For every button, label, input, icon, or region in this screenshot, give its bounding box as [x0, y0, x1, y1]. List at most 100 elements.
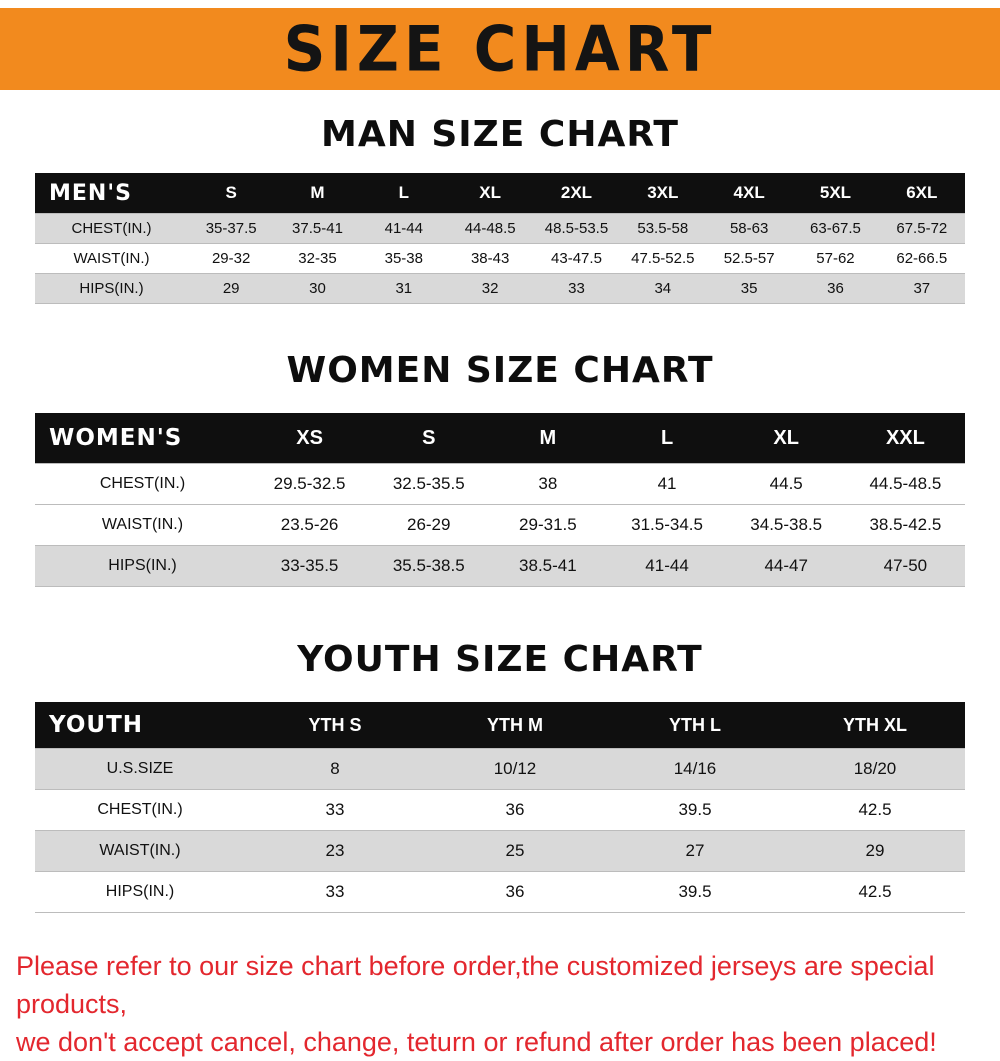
column-header: 2XL	[533, 173, 620, 214]
column-header: XXL	[845, 413, 965, 464]
row-label: WAIST(IN.)	[35, 504, 250, 546]
table-row-waist: WAIST(IN.) 29-32 32-35 35-38 38-43 43-47…	[35, 243, 965, 274]
cell: 8	[245, 748, 425, 790]
column-header: M	[274, 173, 361, 214]
footer-disclaimer: Please refer to our size chart before or…	[0, 947, 1000, 1061]
column-header: M	[488, 413, 608, 464]
column-header: L	[360, 173, 447, 214]
cell: 38.5-41	[488, 545, 608, 587]
header-row: MEN'S S M L XL 2XL 3XL 4XL 5XL 6XL	[35, 173, 965, 214]
cell: 39.5	[605, 871, 785, 913]
table-row-waist: WAIST(IN.) 23.5-26 26-29 29-31.5 31.5-34…	[35, 504, 965, 546]
cell: 18/20	[785, 748, 965, 790]
cell: 57-62	[792, 243, 879, 274]
row-label: CHEST(IN.)	[35, 213, 188, 244]
top-gap	[0, 0, 1000, 8]
cell: 37.5-41	[274, 213, 361, 244]
cell: 37	[878, 273, 965, 304]
cell: 58-63	[705, 213, 793, 244]
column-header: 6XL	[878, 173, 965, 214]
cell: 35-38	[360, 243, 447, 274]
cell: 31.5-34.5	[607, 504, 727, 546]
cell: 47.5-52.5	[619, 243, 706, 274]
cell: 36	[425, 789, 605, 831]
cell: 25	[425, 830, 605, 872]
column-header: S	[188, 173, 275, 214]
column-header: XL	[446, 173, 534, 214]
column-header: YTH XL	[785, 702, 965, 749]
table-row-hips: HIPS(IN.) 33-35.5 35.5-38.5 38.5-41 41-4…	[35, 545, 965, 587]
table-row-chest: CHEST(IN.) 35-37.5 37.5-41 41-44 44-48.5…	[35, 213, 965, 244]
column-header: 4XL	[705, 173, 793, 214]
column-header: L	[607, 413, 727, 464]
cell: 29	[785, 830, 965, 872]
header-row: WOMEN'S XS S M L XL XXL	[35, 413, 965, 464]
women-section-heading: WOMEN SIZE CHART	[286, 350, 714, 391]
youth-section-heading: YOUTH SIZE CHART	[297, 639, 703, 680]
cell: 43-47.5	[533, 243, 620, 274]
cell: 63-67.5	[792, 213, 879, 244]
cell: 32-35	[274, 243, 361, 274]
cell: 38	[488, 463, 608, 505]
cell: 33-35.5	[250, 545, 370, 587]
cell: 32	[446, 273, 534, 304]
cell: 44-48.5	[446, 213, 534, 244]
cell: 38.5-42.5	[845, 504, 965, 546]
cell: 26-29	[369, 504, 489, 546]
section-youth: YOUTH SIZE CHART YOUTH YTH S YTH M YTH L…	[0, 639, 1000, 913]
row-label: HIPS(IN.)	[35, 545, 250, 587]
row-label: CHEST(IN.)	[35, 463, 250, 505]
cell: 41-44	[360, 213, 447, 244]
row-label: U.S.SIZE	[35, 748, 245, 790]
column-header: YTH S	[245, 702, 425, 749]
section-women: WOMEN SIZE CHART WOMEN'S XS S M L XL XXL…	[0, 350, 1000, 587]
cell: 48.5-53.5	[533, 213, 620, 244]
youth-table-label: YOUTH	[35, 702, 245, 749]
row-label: HIPS(IN.)	[35, 273, 188, 304]
womens-table-label: WOMEN'S	[35, 413, 250, 464]
cell: 44.5	[726, 463, 846, 505]
footer-line-1: Please refer to our size chart before or…	[16, 951, 935, 1019]
womens-size-table: WOMEN'S XS S M L XL XXL CHEST(IN.) 29.5-…	[35, 413, 965, 587]
mens-table-label: MEN'S	[35, 173, 188, 214]
cell: 36	[792, 273, 879, 304]
table-row-chest: CHEST(IN.) 33 36 39.5 42.5	[35, 789, 965, 831]
cell: 44.5-48.5	[845, 463, 965, 505]
cell: 29-31.5	[488, 504, 608, 546]
footer-line-2: we don't accept cancel, change, teturn o…	[16, 1027, 937, 1057]
cell: 35-37.5	[188, 213, 275, 244]
column-header: 5XL	[792, 173, 879, 214]
cell: 14/16	[605, 748, 785, 790]
row-label: CHEST(IN.)	[35, 789, 245, 831]
cell: 38-43	[446, 243, 534, 274]
cell: 33	[533, 273, 620, 304]
table-row-us-size: U.S.SIZE 8 10/12 14/16 18/20	[35, 748, 965, 790]
table-row-hips: HIPS(IN.) 33 36 39.5 42.5	[35, 871, 965, 913]
cell: 39.5	[605, 789, 785, 831]
cell: 29-32	[188, 243, 275, 274]
mens-size-table: MEN'S S M L XL 2XL 3XL 4XL 5XL 6XL CHEST…	[35, 173, 965, 304]
section-men: MAN SIZE CHART MEN'S S M L XL 2XL 3XL 4X…	[0, 114, 1000, 304]
cell: 44-47	[726, 545, 846, 587]
cell: 35	[705, 273, 793, 304]
column-header: XL	[726, 413, 846, 464]
cell: 42.5	[785, 789, 965, 831]
cell: 27	[605, 830, 785, 872]
cell: 10/12	[425, 748, 605, 790]
cell: 31	[360, 273, 447, 304]
youth-size-table: YOUTH YTH S YTH M YTH L YTH XL U.S.SIZE …	[35, 702, 965, 913]
men-section-heading: MAN SIZE CHART	[321, 114, 679, 155]
row-label: WAIST(IN.)	[35, 830, 245, 872]
cell: 36	[425, 871, 605, 913]
cell: 29	[188, 273, 275, 304]
column-header: XS	[250, 413, 370, 464]
cell: 34.5-38.5	[726, 504, 846, 546]
cell: 30	[274, 273, 361, 304]
cell: 41	[607, 463, 727, 505]
cell: 42.5	[785, 871, 965, 913]
cell: 33	[245, 789, 425, 831]
cell: 47-50	[845, 545, 965, 587]
size-chart-banner: SIZE CHART	[0, 8, 1000, 90]
cell: 41-44	[607, 545, 727, 587]
row-label: HIPS(IN.)	[35, 871, 245, 913]
